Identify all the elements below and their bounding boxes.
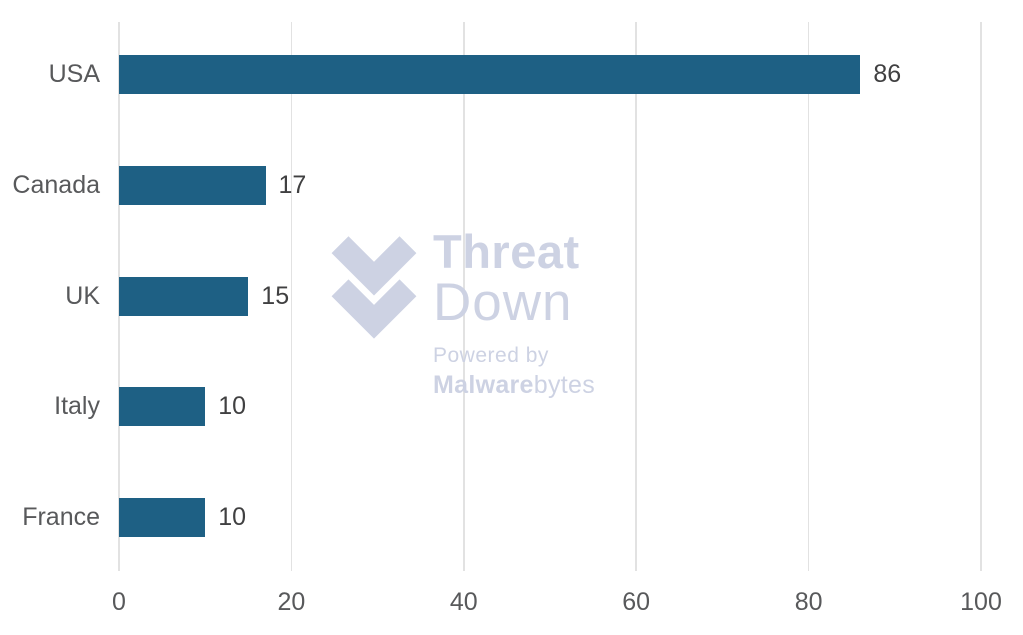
- x-tick-label: 60: [622, 588, 651, 616]
- gridline: [980, 22, 982, 571]
- threatdown-logo-icon: [328, 230, 420, 342]
- value-label: 10: [218, 503, 246, 531]
- category-label: France: [22, 503, 100, 531]
- bar: [119, 55, 861, 94]
- category-label: Canada: [12, 170, 100, 199]
- watermark-down-text: Down: [433, 273, 573, 332]
- watermark-malwarebytes-text: Malwarebytes: [433, 371, 595, 400]
- value-label: 15: [261, 281, 290, 310]
- x-tick-label: 100: [960, 588, 1002, 616]
- x-tick-label: 0: [112, 588, 126, 616]
- gridline: [635, 22, 637, 571]
- value-label: 10: [218, 392, 246, 421]
- threatdown-watermark: Threat Down Powered by Malwarebytes: [328, 226, 595, 400]
- watermark-threat-text: Threat: [433, 225, 580, 278]
- bar: [119, 165, 266, 205]
- watermark-bytes-regular: bytes: [533, 371, 596, 399]
- bar: [119, 387, 206, 427]
- category-label: UK: [65, 281, 100, 310]
- watermark-malware-bold: Malware: [433, 371, 534, 399]
- gridline: [463, 22, 465, 571]
- gridline: [290, 22, 293, 571]
- category-label: USA: [48, 60, 100, 88]
- x-tick-label: 20: [277, 588, 306, 616]
- x-tick-label: 80: [794, 588, 823, 616]
- value-label: 17: [278, 170, 307, 199]
- category-label: Italy: [54, 392, 100, 421]
- bar: [119, 498, 206, 537]
- gridline: [807, 22, 810, 571]
- x-tick-label: 40: [449, 588, 478, 616]
- bar: [119, 276, 249, 316]
- value-label: 86: [873, 60, 902, 88]
- watermark-powered-by-text: Powered by: [433, 344, 549, 367]
- watermark-text: Threat Down Powered by Malwarebytes: [433, 226, 595, 400]
